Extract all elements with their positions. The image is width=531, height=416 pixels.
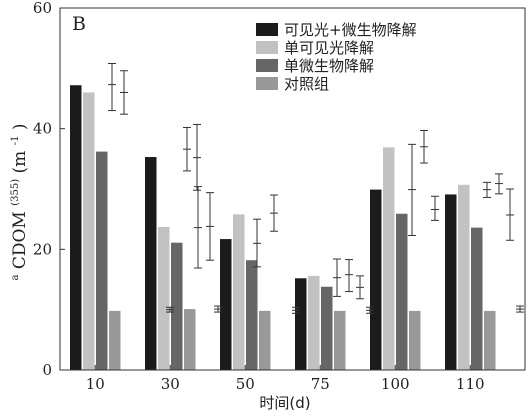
bar-75-series-2: [308, 275, 320, 370]
y-tick-label: 20: [33, 240, 52, 258]
error-bar-30-3: [166, 306, 174, 313]
bar-50-series-2: [233, 214, 245, 370]
legend-label: 单可见光降解: [284, 39, 374, 57]
error-bars-layer: [108, 63, 524, 314]
bar-50-series-4: [259, 310, 271, 370]
bar-100-series-2: [383, 147, 395, 370]
error-bar-75-2: [292, 306, 300, 314]
bar-110-series-1: [445, 194, 457, 370]
x-tick-label-75: 75: [311, 375, 330, 393]
error-bar-50-2: [214, 305, 222, 313]
x-tick-label-100: 100: [381, 375, 410, 393]
bars-layer: [70, 85, 496, 370]
error-bar-50-3: [270, 194, 278, 232]
y-tick-label: 60: [33, 0, 52, 17]
error-bar-100-1: [366, 306, 374, 314]
error-bar-100-3: [420, 129, 428, 164]
bar-75-series-4: [334, 310, 346, 370]
bar-100-series-4: [409, 310, 421, 370]
legend-item-2: 单可见光降解: [256, 39, 374, 57]
y-label-main: CDOM: [10, 211, 30, 269]
y-label-paren: (m: [10, 151, 30, 174]
bar-75-series-3: [321, 286, 333, 370]
x-tick-label-30: 30: [161, 375, 180, 393]
plot-frame: [59, 7, 526, 371]
y-label-sup-left: a: [10, 275, 21, 281]
error-bar-110-4: [516, 305, 524, 313]
legend-item-4: 对照组: [256, 75, 329, 93]
bar-100-series-3: [396, 213, 408, 370]
error-bar-30-4: [194, 186, 202, 269]
x-tick-label-10: 10: [86, 375, 105, 393]
error-bar-30-1: [183, 126, 191, 172]
legend-item-3: 单微生物降解: [256, 57, 374, 75]
bar-10-series-3: [96, 151, 108, 370]
legend-label: 单微生物降解: [284, 57, 374, 75]
panel-label: B: [72, 13, 86, 35]
axes-layer: [59, 7, 526, 371]
bar-10-series-2: [83, 92, 95, 370]
error-bar-10-2: [120, 70, 128, 115]
error-bar-110-1: [483, 181, 491, 198]
error-bar-110-2: [495, 173, 503, 195]
bar-75-series-1: [295, 278, 307, 370]
bar-30-series-4: [184, 309, 196, 370]
error-bar-30-2: [193, 123, 201, 191]
bar-50-series-3: [246, 260, 258, 370]
y-tick-label: 40: [33, 120, 52, 138]
y-tick-label: 0: [42, 361, 52, 379]
bar-30-series-3: [171, 242, 183, 370]
bar-30-series-2: [158, 227, 170, 370]
x-tick-label-50: 50: [236, 375, 255, 393]
y-label-close: ): [10, 123, 30, 130]
error-bar-75-1: [253, 218, 261, 268]
legend-swatch: [256, 41, 278, 54]
bar-110-series-3: [471, 227, 483, 370]
error-bar-10-1: [108, 63, 116, 112]
error-bar-50-1: [206, 192, 214, 261]
legend-swatch: [256, 59, 278, 72]
x-tick-label-110: 110: [456, 375, 485, 393]
bar-110-series-2: [458, 184, 470, 370]
legend-label: 可见光+微生物降解: [284, 21, 417, 39]
error-bar-100-2: [408, 143, 416, 236]
y-axis-label: a CDOM (355) (m -1 ): [3, 123, 30, 280]
x-axis-label: 时间(d): [259, 394, 310, 412]
legend-swatch: [256, 23, 278, 36]
bar-10-series-1: [70, 85, 82, 370]
bar-50-series-1: [220, 239, 232, 370]
bar-10-series-4: [109, 310, 121, 370]
error-bar-75-3: [333, 258, 341, 297]
bar-30-series-1: [145, 157, 157, 370]
legend-item-1: 可见光+微生物降解: [256, 21, 417, 39]
bar-110-series-4: [484, 310, 496, 370]
bar-100-series-1: [370, 189, 382, 370]
error-bar-75-5: [356, 275, 364, 300]
y-label-sup-unit: -1: [10, 136, 21, 146]
error-bar-110-3: [506, 188, 514, 241]
y-label-sup-mid: (355): [10, 179, 21, 206]
error-bar-75-4: [345, 259, 353, 293]
legend-swatch: [256, 77, 278, 90]
legend-label: 对照组: [284, 75, 329, 93]
tick-labels-layer: 0 20 40 60 10 30 50 75 100 110: [33, 0, 485, 393]
error-bar-100-4: [431, 195, 439, 221]
